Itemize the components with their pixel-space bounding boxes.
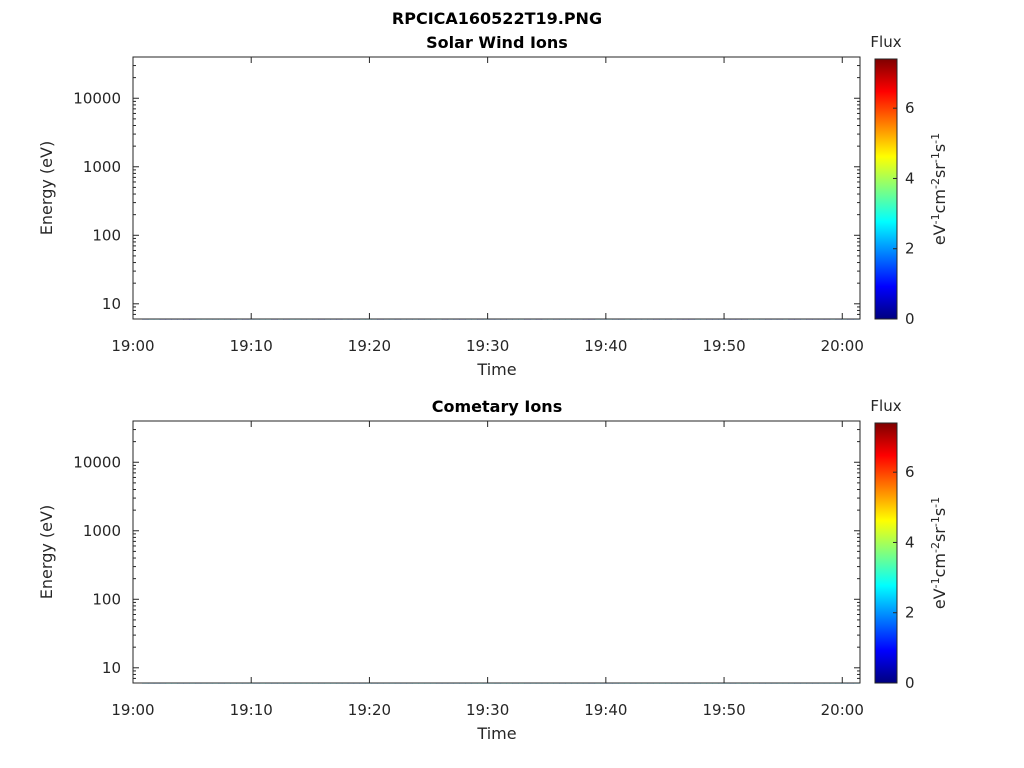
figure-title: RPCICA160522T19.PNG xyxy=(392,9,602,28)
panel-title-solar-wind: Solar Wind Ions xyxy=(426,33,568,52)
solar-wind-xlabel: Time xyxy=(476,360,516,379)
x-tick-label: 19:00 xyxy=(111,337,154,355)
colorbar-tick-label: 0 xyxy=(905,310,915,328)
solar-wind-colorbar: 0 2 4 6 eV-1cm-2sr-1s-1 xyxy=(874,58,950,328)
x-tick-label: 19:30 xyxy=(466,337,509,355)
solar-wind-colorbar-title: Flux xyxy=(870,33,901,51)
y-tick-label: 10000 xyxy=(73,89,121,107)
x-tick-label: 19:40 xyxy=(584,337,627,355)
colorbar-tick-label: 6 xyxy=(905,99,915,117)
solar-wind-axes: 19:00 19:10 19:20 19:30 19:40 19:50 20:00 10 100… xyxy=(73,56,864,355)
solar-wind-ylabel: Energy (eV) xyxy=(37,141,56,235)
y-tick-label: 10 xyxy=(102,295,121,313)
x-tick-label: 20:00 xyxy=(821,337,864,355)
colorbar-units-label: eV-1cm-2sr-1s-1 xyxy=(929,133,950,245)
x-tick-label: 19:10 xyxy=(230,337,273,355)
colorbar-tick-label: 2 xyxy=(905,240,915,258)
y-tick-label: 100 xyxy=(92,226,121,244)
colorbar-tick-label: 4 xyxy=(905,169,915,187)
x-tick-label: 19:20 xyxy=(348,337,391,355)
axes-frame xyxy=(132,56,861,320)
solar-wind-panel: Solar Wind Ions 19:00 19:10 19:20 19:30 19:4… xyxy=(37,33,949,379)
cometary-panel: Cometary Ions 19:00 19:10 19:20 19:30 19:40 1… xyxy=(37,397,949,743)
x-tick-label: 19:50 xyxy=(702,337,745,355)
colorbar-gradient xyxy=(874,58,898,320)
panel-title-cometary: Cometary Ions xyxy=(432,397,562,416)
plot-area xyxy=(133,57,860,319)
y-tick-label: 1000 xyxy=(83,158,121,176)
